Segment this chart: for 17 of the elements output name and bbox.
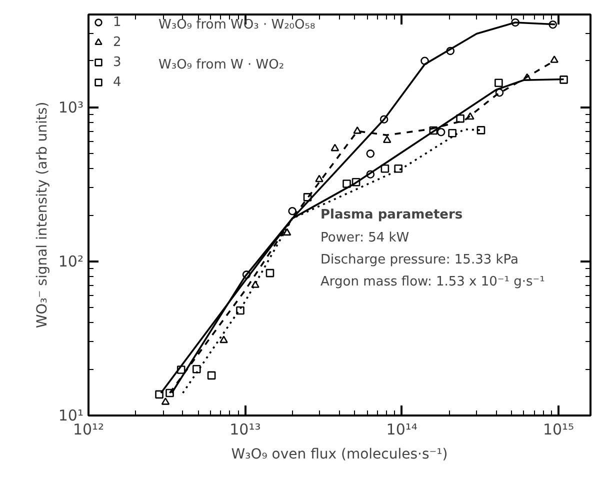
annotation: Plasma parameters [320, 208, 463, 222]
legend-label: 3 [113, 54, 122, 70]
annotation: W₃O₉ from W · WO₂ [158, 58, 284, 72]
x-axis-title: W₃O₉ oven flux (molecules·s⁻¹) [231, 446, 448, 462]
y-tick-label: 10³ [58, 98, 84, 116]
x-tick-label: 10¹⁴ [386, 420, 418, 438]
legend-label: 2 [113, 34, 122, 50]
y-tick-label: 10² [58, 252, 84, 270]
y-axis-title: WO₃⁻ signal intensity (arb units) [34, 102, 50, 328]
x-tick-label: 10¹⁵ [542, 420, 574, 438]
annotation: Discharge pressure: 15.33 kPa [320, 252, 519, 268]
legend-label: 1 [113, 14, 122, 30]
legend-label: 4 [113, 74, 122, 90]
x-tick-label: 10¹³ [230, 420, 261, 438]
annotation: W₃O₉ from WO₃ · W₂₀O₅₈ [158, 18, 316, 32]
annotation: Power: 54 kW [320, 230, 410, 246]
annotation: Argon mass flow: 1.53 x 10⁻¹ g·s⁻¹ [320, 274, 545, 290]
